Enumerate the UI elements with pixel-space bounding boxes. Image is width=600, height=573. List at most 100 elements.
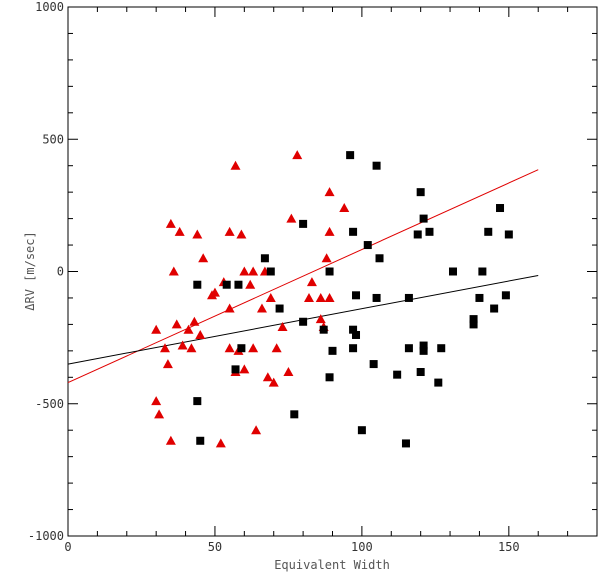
fit-lines <box>67 169 539 384</box>
square-point <box>496 204 505 213</box>
x-tick-label: 0 <box>64 540 71 554</box>
triangle-point <box>265 292 276 302</box>
triangle-point <box>195 329 206 339</box>
square-point <box>349 344 358 353</box>
tick-labels: 0 50 100 150 -1000 -500 0 500 1000 <box>28 0 520 554</box>
triangle-point <box>271 343 282 353</box>
square-point <box>490 304 499 313</box>
triangle-point <box>256 303 267 313</box>
triangle-point <box>303 292 314 302</box>
square-point <box>416 368 425 377</box>
triangle-point <box>324 292 335 302</box>
triangle-point <box>239 266 250 276</box>
fit-line-1 <box>67 169 539 384</box>
triangle-point <box>165 218 176 228</box>
square-point <box>419 341 428 350</box>
triangle-point <box>286 213 297 223</box>
square-point <box>346 151 355 160</box>
square-point <box>469 315 478 324</box>
triangle-point <box>154 409 165 419</box>
y-axis-title: ΔRV [m/sec] <box>23 231 37 310</box>
square-point <box>369 360 378 369</box>
triangle-point <box>177 340 188 350</box>
triangle-point <box>248 266 259 276</box>
triangle-point <box>277 322 288 332</box>
square-point <box>325 267 334 276</box>
triangle-point <box>215 438 226 448</box>
triangle-point <box>239 364 250 374</box>
square-point <box>325 373 334 382</box>
triangle-point <box>315 314 326 324</box>
square-point <box>352 291 361 300</box>
square-point <box>319 325 328 334</box>
square-point <box>349 325 358 334</box>
triangle-point <box>162 359 173 369</box>
triangle-point <box>159 343 170 353</box>
square-point <box>401 439 410 448</box>
square-point <box>393 370 402 379</box>
square-point <box>363 241 372 250</box>
square-point <box>437 344 446 353</box>
square-point <box>372 161 381 170</box>
triangle-point <box>165 435 176 445</box>
square-point <box>419 346 428 355</box>
triangle-point <box>339 203 350 213</box>
square-point <box>222 280 231 289</box>
square-point <box>237 344 246 353</box>
triangle-point <box>224 303 235 313</box>
axis-ticks <box>67 6 598 537</box>
square-point <box>260 254 269 263</box>
square-point <box>290 410 299 419</box>
square-point <box>416 188 425 197</box>
y-tick-label: 1000 <box>35 0 64 14</box>
triangle-point <box>174 226 185 236</box>
triangle-point <box>209 287 220 297</box>
square-point <box>413 230 422 239</box>
triangle-point <box>324 226 335 236</box>
triangle-point <box>151 324 162 334</box>
square-point <box>231 365 240 374</box>
square-point <box>478 267 487 276</box>
triangle-point <box>189 316 200 326</box>
square-point <box>501 291 510 300</box>
x-tick-label: 100 <box>351 540 373 554</box>
y-tick-label: -500 <box>35 397 64 411</box>
square-point <box>372 293 381 302</box>
triangle-point <box>251 425 262 435</box>
square-point <box>434 378 443 387</box>
triangle-point <box>262 372 273 382</box>
square-point <box>469 320 478 329</box>
square-point <box>484 227 493 236</box>
square-point <box>357 426 366 435</box>
square-point <box>193 280 202 289</box>
square-point <box>328 346 337 355</box>
triangle-point <box>224 226 235 236</box>
square-point <box>425 227 434 236</box>
triangle-point <box>183 324 194 334</box>
triangle-point <box>192 229 203 239</box>
triangle-point <box>268 377 279 387</box>
square-point <box>299 317 308 326</box>
triangle-point <box>248 343 259 353</box>
square-point <box>349 227 358 236</box>
triangle-point <box>230 160 241 170</box>
square-point <box>375 254 384 263</box>
y-tick-label: -1000 <box>28 529 64 543</box>
square-point <box>419 214 428 223</box>
square-point <box>275 304 284 313</box>
square-point <box>196 436 205 445</box>
data-points <box>151 150 513 448</box>
triangle-point <box>168 266 179 276</box>
triangle-point <box>151 396 162 406</box>
square-point <box>404 293 413 302</box>
x-tick-label: 50 <box>208 540 222 554</box>
square-point <box>404 344 413 353</box>
square-point <box>299 219 308 228</box>
triangle-point <box>245 279 256 289</box>
triangle-point <box>292 150 303 160</box>
triangle-point <box>186 343 197 353</box>
x-tick-label: 150 <box>498 540 520 554</box>
square-point <box>504 230 513 239</box>
y-tick-label: 0 <box>57 265 64 279</box>
